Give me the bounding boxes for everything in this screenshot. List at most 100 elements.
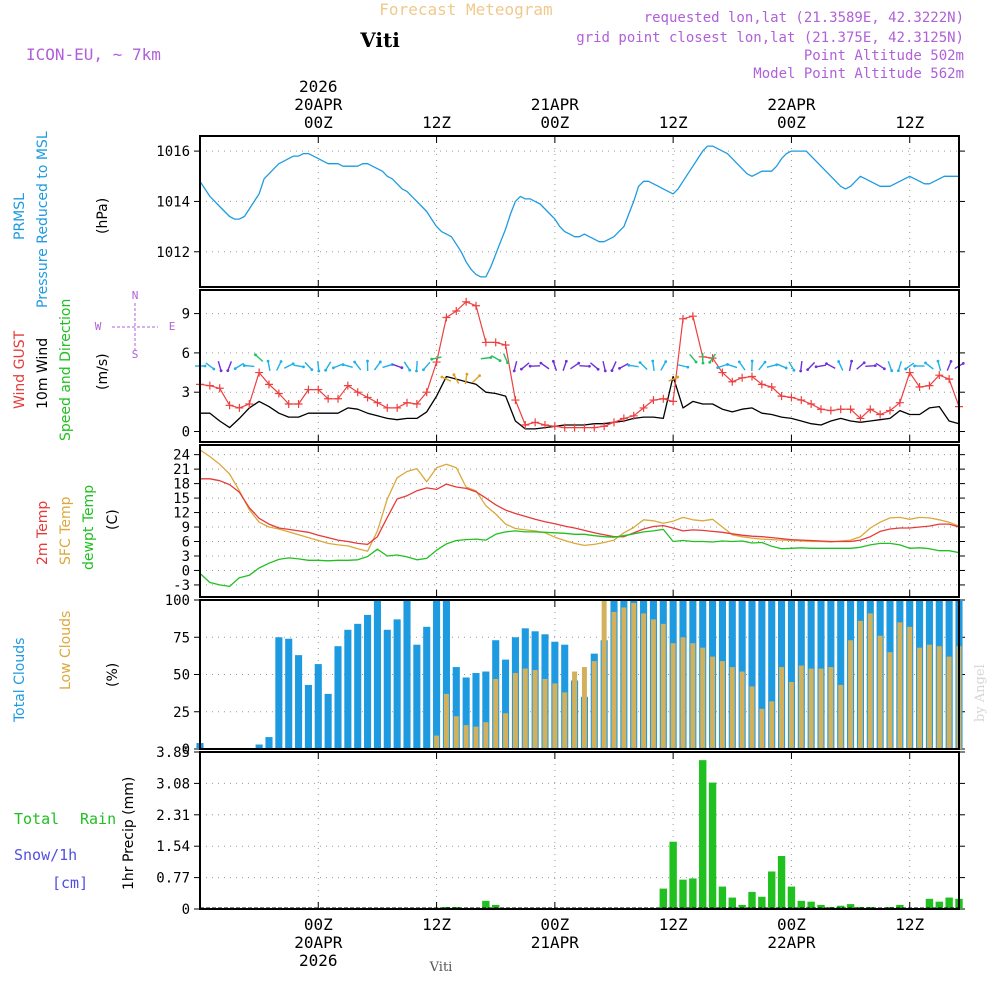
low-cloud-bar — [641, 613, 647, 749]
precip-bar — [718, 886, 727, 909]
precip-bar — [817, 904, 825, 909]
total-cloud-bar — [837, 600, 845, 749]
low-cloud-bar — [897, 622, 903, 749]
precip-bar — [738, 904, 746, 909]
panel-pressure: 1012 1014 1016 — [156, 136, 965, 287]
low-cloud-bar — [867, 613, 873, 749]
axis-year: 2026 — [299, 77, 338, 96]
gust-marker — [718, 368, 727, 377]
header: Forecast Meteogram Viti ICON-EU, ~ 7km r… — [26, 0, 964, 82]
wind-arrow-head — [890, 369, 894, 373]
wind-direction-arrow — [815, 364, 827, 368]
y-tick-label: 0.77 — [156, 871, 190, 887]
gust-marker — [560, 423, 569, 432]
axis-day: 20APR — [294, 933, 343, 952]
total-cloud-bar — [304, 684, 312, 749]
total-cloud-bar — [482, 671, 490, 749]
low-cloud-bar — [434, 735, 440, 749]
axis-hour: 00Z — [777, 915, 806, 934]
y-tick-label: 6 — [182, 346, 190, 362]
wind-direction-arrow — [552, 361, 558, 371]
axis-hour: 12Z — [659, 915, 688, 934]
low-cloud-bar — [769, 701, 775, 749]
requested-coords: requested lon,lat (21.3589E, 42.3222N) — [644, 10, 964, 26]
panel-frame — [199, 289, 960, 443]
total-cloud-bar — [364, 614, 372, 749]
low-cloud-bar — [522, 668, 528, 749]
wind-direction-arrow — [491, 355, 501, 362]
wind-arrow-head — [701, 361, 705, 365]
wind-arrow-head — [924, 361, 927, 365]
low-cloud-bar — [650, 619, 656, 749]
gust-marker — [856, 414, 865, 423]
wind-direction-arrow — [758, 361, 766, 371]
low-cloud-bar — [749, 686, 755, 749]
precip-bar — [797, 900, 805, 909]
gust-marker — [284, 400, 293, 408]
precip-bar — [728, 897, 736, 909]
low-cloud-bar — [512, 673, 518, 749]
wind-arrow-head — [512, 369, 516, 373]
label-wind-gust: Wind GUST — [12, 330, 28, 409]
wind-direction-arrow — [317, 360, 320, 372]
gust-marker — [629, 411, 638, 420]
wind-direction-arrow — [628, 364, 639, 368]
precip-bar — [708, 782, 717, 909]
wind-arrow-head — [814, 365, 818, 369]
axis-hour: 00Z — [304, 915, 333, 934]
label-precip: 1hr Precip (mm) — [121, 777, 137, 890]
gust-marker — [817, 405, 825, 414]
y-tick-label: 1012 — [156, 245, 190, 261]
panel-frame — [199, 444, 960, 598]
gust-marker — [373, 398, 382, 407]
label-snow: Snow/1h — [14, 846, 77, 864]
side-labels: PRMSL Pressure Reduced to MSL (hPa) Wind… — [12, 131, 988, 892]
total-cloud-bar — [452, 667, 460, 749]
wind-direction-arrow — [826, 363, 836, 369]
wind-direction-arrow — [304, 361, 313, 371]
wind-direction-arrow — [324, 361, 332, 371]
gust-marker — [481, 338, 490, 347]
low-cloud-bar — [621, 607, 627, 749]
wind-direction-arrow — [333, 363, 343, 369]
y-tick-label: -3 — [173, 578, 190, 594]
low-cloud-bar — [660, 623, 666, 749]
wind-direction-arrow — [590, 362, 599, 370]
wind-direction-arrow — [227, 361, 233, 371]
gust-marker — [886, 406, 894, 415]
wind-arrow-head — [564, 359, 568, 363]
wind-arrow-head — [317, 369, 321, 373]
wind-arrow-head — [353, 360, 357, 364]
total-cloud-bar — [787, 600, 795, 749]
total-cloud-bar — [472, 673, 480, 749]
axis-hour: 12Z — [659, 113, 688, 132]
low-cloud-bar — [877, 635, 883, 749]
axis-day: 22APR — [767, 95, 816, 114]
wind-arrow-head — [806, 368, 810, 371]
wind-direction-arrow — [611, 361, 617, 371]
gust-marker — [462, 297, 471, 306]
wind-arrow-head — [291, 362, 295, 366]
low-cloud-bar — [779, 667, 785, 749]
total-cloud-bar — [433, 600, 441, 749]
wind-arrow-head — [596, 367, 600, 371]
gust-marker — [393, 403, 402, 412]
gust-marker — [649, 396, 658, 405]
gust-marker — [235, 403, 244, 412]
wind-arrow-head — [465, 372, 469, 376]
y-tick-label: 6 — [182, 535, 190, 551]
wind-direction-arrow — [652, 360, 655, 372]
wind-direction-arrow — [267, 360, 271, 372]
y-tick-label: 3 — [182, 385, 190, 401]
low-cloud-bar — [572, 671, 578, 749]
low-cloud-bar — [946, 656, 952, 749]
model-altitude: Model Point Altitude 562m — [753, 66, 964, 82]
wind-direction-arrow — [480, 356, 491, 360]
y-tick-label: 25 — [173, 705, 190, 721]
axis-hour: 00Z — [304, 113, 333, 132]
gust-marker — [669, 397, 678, 406]
gust-marker — [215, 384, 224, 393]
wind-direction-arrow — [244, 364, 255, 368]
low-cloud-bar — [710, 656, 716, 749]
